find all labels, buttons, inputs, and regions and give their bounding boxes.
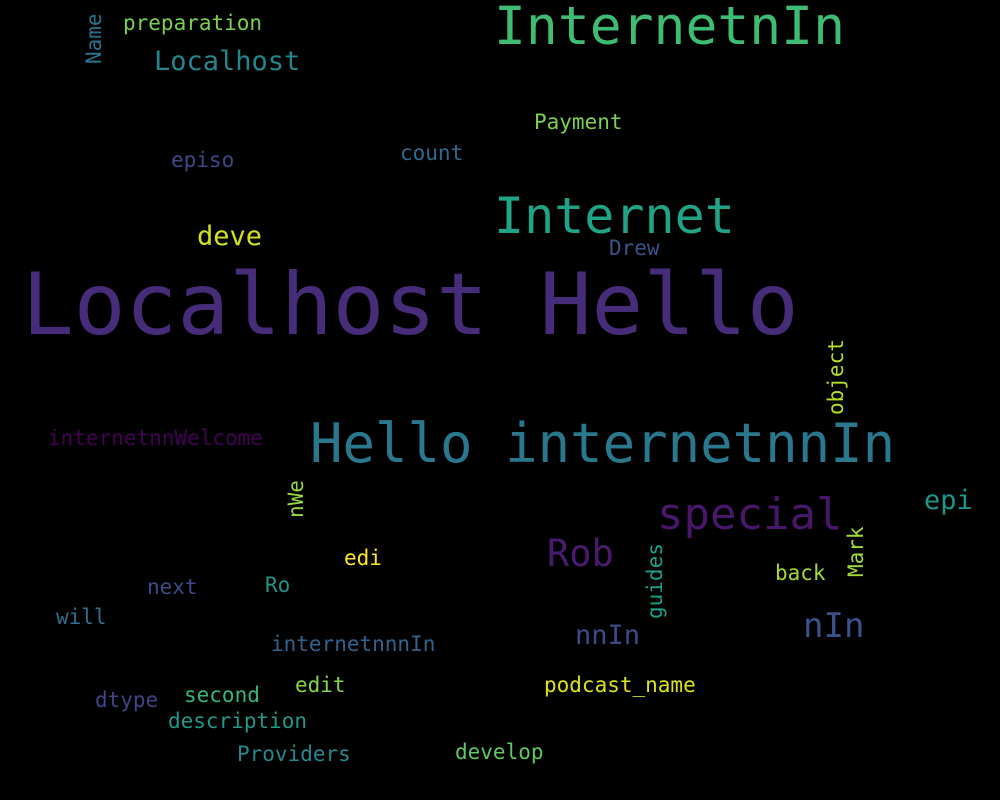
word-description: description	[168, 709, 308, 733]
word-edit: edit	[295, 673, 346, 697]
word-providers: Providers	[237, 742, 351, 766]
word-internetnnnin: internetnnnIn	[271, 632, 436, 656]
word-internetnin: InternetnIn	[494, 0, 845, 57]
word-drew: Drew	[609, 236, 660, 260]
word-second: second	[184, 683, 260, 707]
word-name: Name	[82, 13, 106, 64]
word-will: will	[56, 605, 107, 629]
word-payment: Payment	[534, 110, 623, 134]
word-count: count	[400, 141, 464, 165]
word-nin: nIn	[803, 606, 865, 646]
word-nwe: nWe	[284, 480, 308, 518]
word-internetnnwelcome: internetnnWelcome	[48, 426, 263, 450]
word-ro: Ro	[265, 573, 291, 597]
word-next: next	[147, 575, 198, 599]
word-localhost: Localhost	[154, 46, 301, 77]
word-object: object	[824, 339, 848, 415]
word-nnin: nnIn	[575, 620, 641, 651]
word-hello-internetnnin: Hello internetnnIn	[310, 412, 896, 475]
word-dtype: dtype	[95, 688, 159, 712]
word-develop: develop	[455, 740, 544, 764]
word-podcast-name: podcast_name	[544, 673, 696, 697]
word-deve: deve	[197, 221, 263, 252]
word-preparation: preparation	[123, 11, 263, 35]
word-guides: guides	[643, 543, 667, 619]
word-rob: Rob	[547, 532, 614, 575]
word-epi: epi	[924, 485, 973, 516]
word-localhost-hello: Localhost Hello	[22, 255, 799, 355]
word-episo: episo	[171, 148, 235, 172]
word-back: back	[775, 561, 826, 585]
word-internet: Internet	[494, 187, 735, 245]
word-special: special	[657, 489, 843, 540]
word-edi: edi	[344, 546, 382, 570]
word-mark: Mark	[844, 526, 868, 577]
